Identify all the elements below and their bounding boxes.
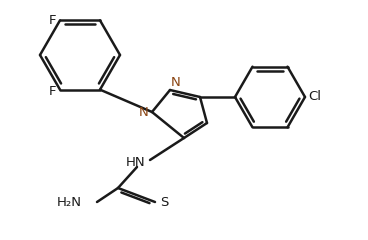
Text: N: N — [139, 107, 149, 120]
Text: F: F — [49, 14, 56, 27]
Text: N: N — [171, 76, 181, 89]
Text: Cl: Cl — [308, 90, 321, 103]
Text: S: S — [160, 197, 169, 210]
Text: H₂N: H₂N — [57, 197, 82, 210]
Text: HN: HN — [125, 156, 145, 168]
Text: F: F — [49, 85, 56, 98]
